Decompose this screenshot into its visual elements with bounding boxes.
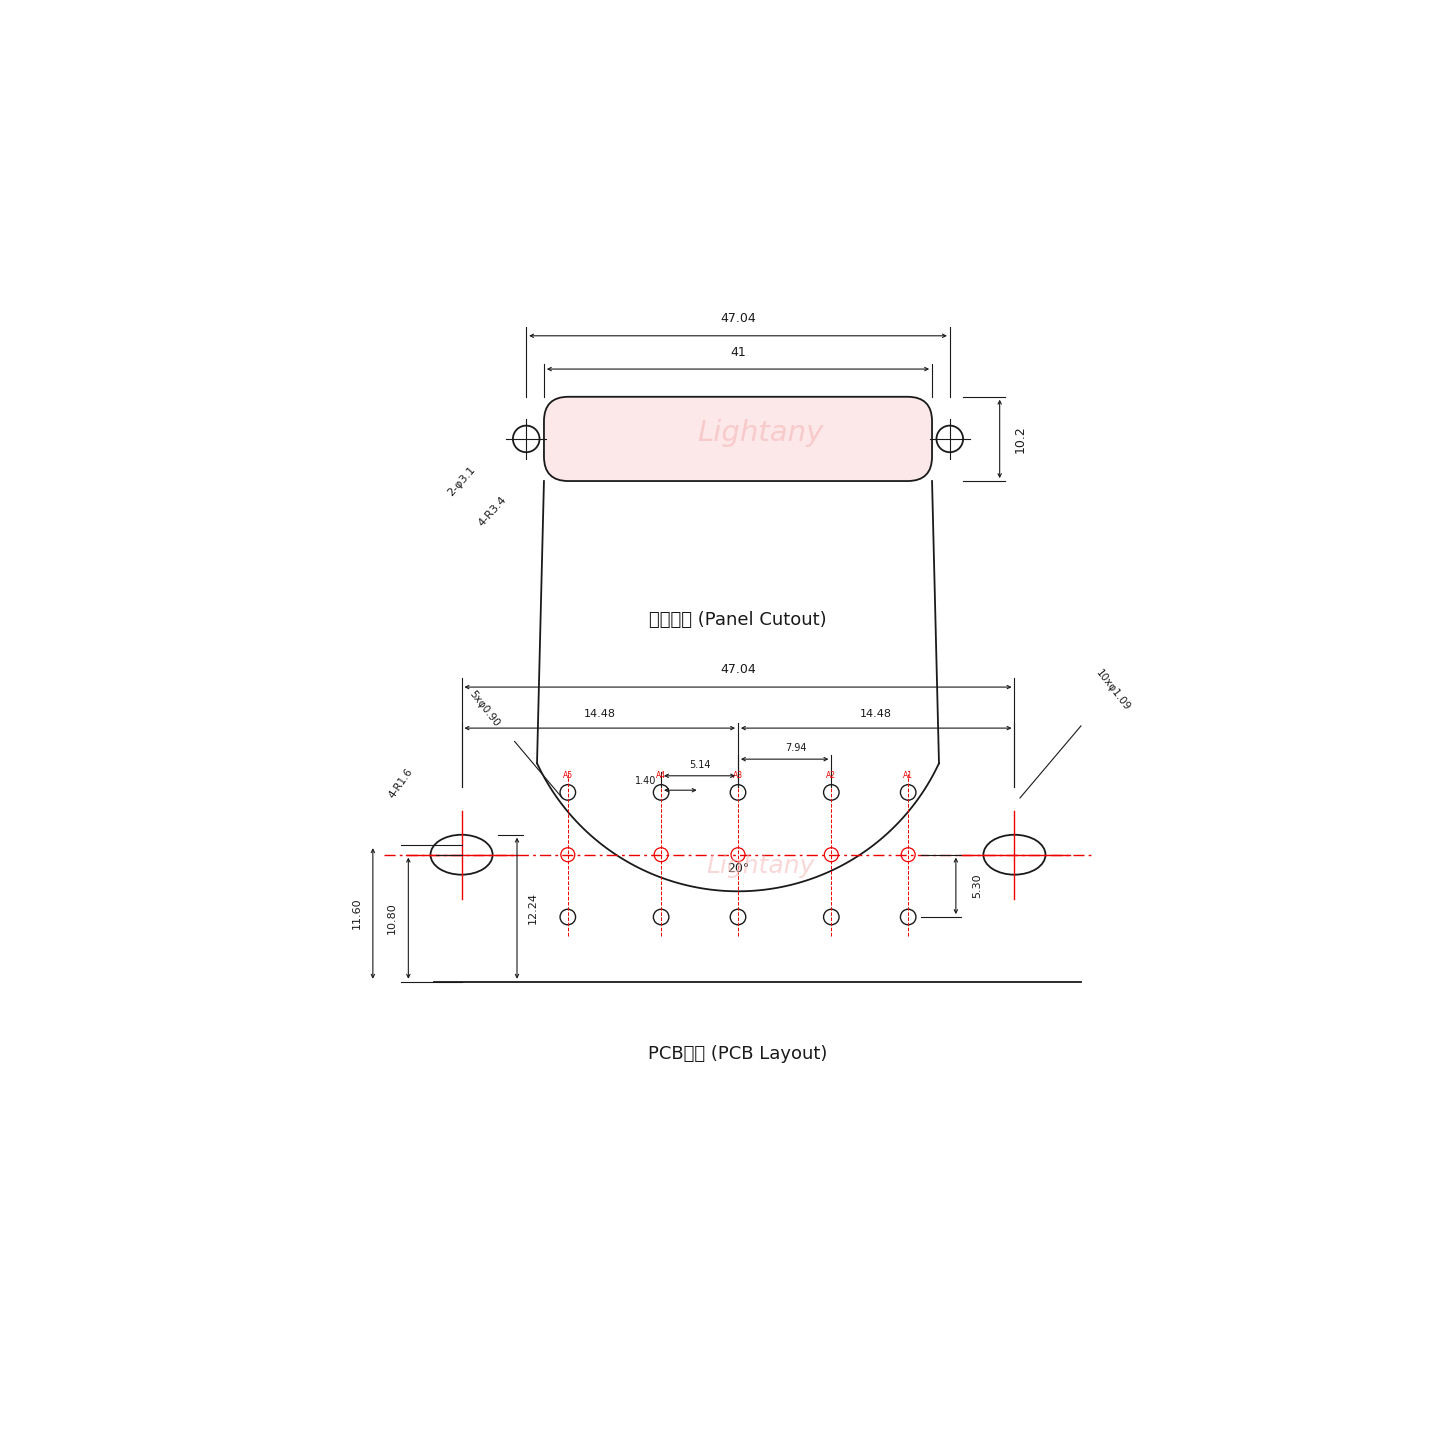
Text: 5.30: 5.30 bbox=[972, 874, 982, 899]
Text: 11.60: 11.60 bbox=[351, 897, 361, 929]
Text: PCB布局 (PCB Layout): PCB布局 (PCB Layout) bbox=[648, 1044, 828, 1063]
Text: A5: A5 bbox=[563, 772, 573, 780]
Text: 20°: 20° bbox=[727, 861, 749, 874]
Text: A3: A3 bbox=[733, 772, 743, 780]
Text: 4-R1.6: 4-R1.6 bbox=[387, 766, 415, 801]
Text: 1.40: 1.40 bbox=[635, 776, 657, 786]
Text: Lightany: Lightany bbox=[706, 854, 815, 878]
Text: 4-R3.4: 4-R3.4 bbox=[477, 494, 508, 528]
Text: 41: 41 bbox=[730, 346, 746, 359]
Text: 7.94: 7.94 bbox=[785, 743, 806, 753]
Text: 12.24: 12.24 bbox=[528, 893, 539, 924]
Text: A2: A2 bbox=[827, 772, 837, 780]
Text: 14.48: 14.48 bbox=[583, 710, 616, 719]
Text: 10xφ1.09: 10xφ1.09 bbox=[1094, 668, 1132, 713]
Text: Lightany: Lightany bbox=[697, 419, 824, 448]
Text: 5.14: 5.14 bbox=[688, 760, 710, 770]
Text: 47.04: 47.04 bbox=[720, 311, 756, 324]
Text: 2-φ3.1: 2-φ3.1 bbox=[446, 464, 478, 498]
Text: 10.80: 10.80 bbox=[387, 903, 397, 935]
Text: 面板开孔 (Panel Cutout): 面板开孔 (Panel Cutout) bbox=[649, 611, 827, 629]
Text: A1: A1 bbox=[903, 772, 913, 780]
Text: A4: A4 bbox=[657, 772, 667, 780]
FancyBboxPatch shape bbox=[544, 397, 932, 481]
Text: 10.2: 10.2 bbox=[1014, 425, 1027, 452]
Text: 14.48: 14.48 bbox=[860, 710, 893, 719]
Text: 47.04: 47.04 bbox=[720, 662, 756, 675]
Text: 5xφ0.90: 5xφ0.90 bbox=[467, 688, 501, 729]
